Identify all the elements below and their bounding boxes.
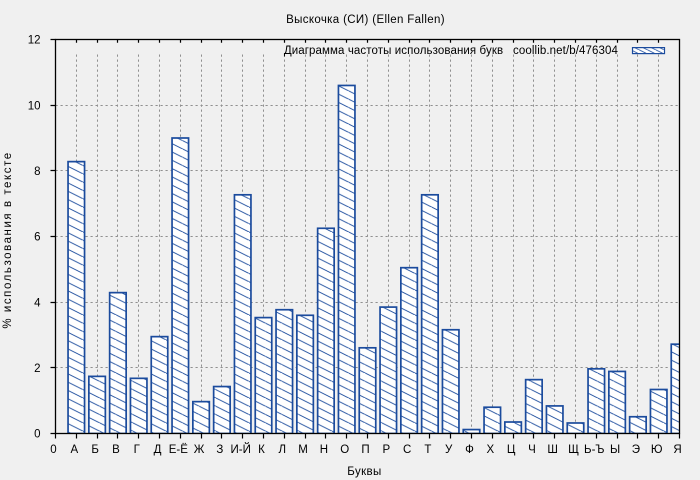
svg-text:Б: Б <box>91 444 99 456</box>
svg-text:Я: Я <box>673 444 681 456</box>
svg-text:Ь-Ъ: Ь-Ъ <box>584 444 604 456</box>
svg-text:О: О <box>340 444 349 456</box>
svg-text:Р: Р <box>382 444 390 456</box>
svg-text:К: К <box>258 444 265 456</box>
svg-text:Г: Г <box>134 444 141 456</box>
svg-text:12: 12 <box>28 35 41 47</box>
svg-text:У: У <box>445 444 453 456</box>
svg-text:Н: Н <box>320 444 328 456</box>
svg-text:Ю: Ю <box>651 444 663 456</box>
svg-text:10: 10 <box>28 100 41 112</box>
svg-text:М: М <box>298 444 308 456</box>
svg-text:8: 8 <box>34 166 40 178</box>
svg-text:З: З <box>216 444 223 456</box>
svg-text:% использования в тексте: % использования в тексте <box>2 151 14 328</box>
svg-text:П: П <box>361 444 369 456</box>
svg-text:Буквы: Буквы <box>347 466 381 478</box>
svg-text:В: В <box>112 444 120 456</box>
svg-text:Щ: Щ <box>568 444 579 456</box>
svg-text:Х: Х <box>486 444 494 456</box>
svg-text:И-Й: И-Й <box>231 443 251 456</box>
svg-text:Д: Д <box>154 444 162 456</box>
svg-text:6: 6 <box>34 232 40 244</box>
svg-text:Ф: Ф <box>465 444 474 456</box>
svg-text:Диаграмма частоты использовани: Диаграмма частоты использования букв coo… <box>284 45 619 57</box>
svg-text:С: С <box>403 444 411 456</box>
svg-text:4: 4 <box>34 297 41 309</box>
svg-text:Ж: Ж <box>194 444 205 456</box>
svg-text:Э: Э <box>632 444 640 456</box>
svg-text:2: 2 <box>34 363 40 375</box>
svg-text:Ш: Ш <box>547 444 558 456</box>
svg-text:Ч: Ч <box>528 444 536 456</box>
svg-text:А: А <box>70 444 78 456</box>
svg-text:0: 0 <box>50 444 56 456</box>
svg-text:Выскочка (СИ) (Ellen Fallen): Выскочка (СИ) (Ellen Fallen) <box>286 14 445 26</box>
svg-text:Л: Л <box>279 444 287 456</box>
svg-text:Т: Т <box>424 444 431 456</box>
svg-text:0: 0 <box>34 429 40 441</box>
svg-text:Ы: Ы <box>610 444 620 456</box>
svg-text:Ц: Ц <box>507 444 516 456</box>
svg-text:Е-Ё: Е-Ё <box>169 444 189 456</box>
